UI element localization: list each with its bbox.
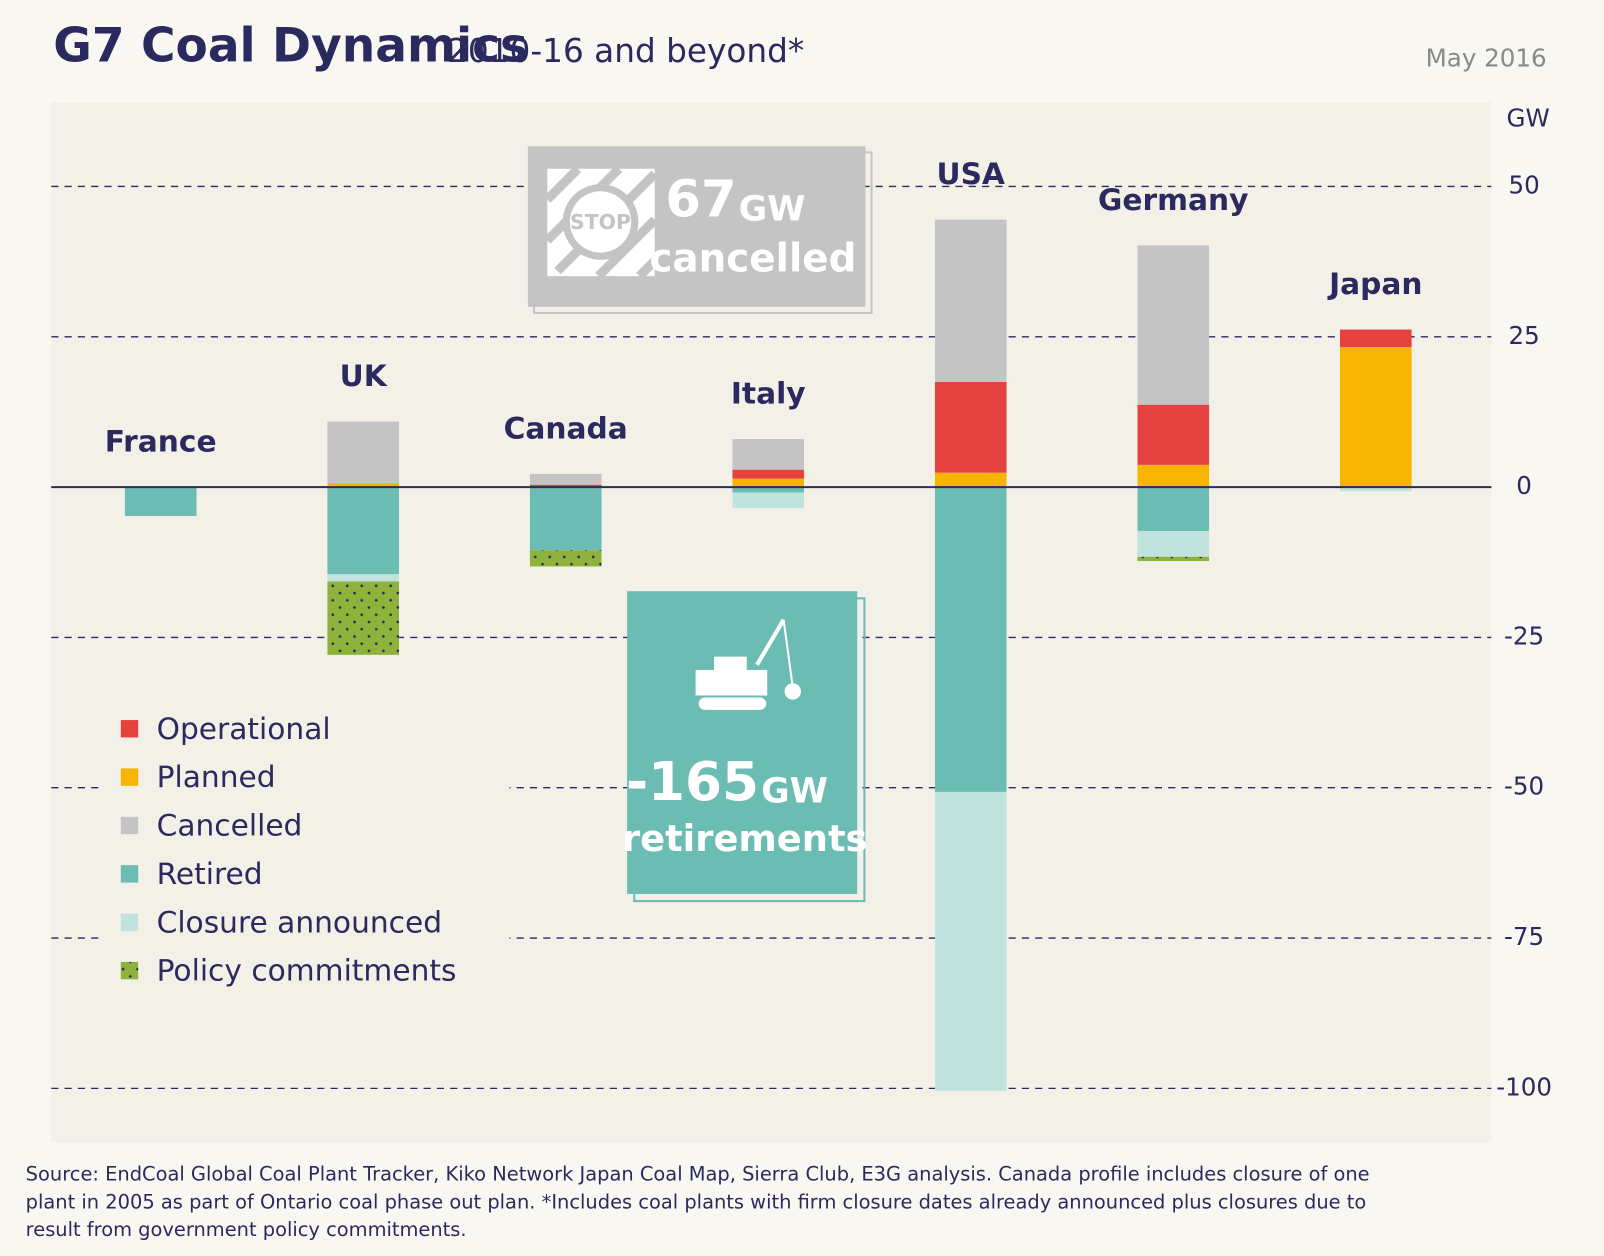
stop-icon-disc <box>569 191 632 253</box>
bar-segment <box>529 550 602 567</box>
legend-label: Planned <box>157 759 276 794</box>
retirements-annotation: -165 GW retirements <box>622 591 868 903</box>
stop-icon: STOP <box>544 165 658 280</box>
category-label: Germany <box>1098 182 1248 217</box>
legend-label: Operational <box>157 711 331 746</box>
bar-segment <box>1339 487 1412 492</box>
bar-segment <box>1137 464 1210 488</box>
bar-segment <box>1137 487 1210 531</box>
bar-segment <box>732 478 805 488</box>
bar-segment <box>1137 404 1210 465</box>
bar-segment <box>327 574 400 582</box>
legend-swatch <box>120 865 139 883</box>
bar-segment <box>934 381 1007 473</box>
y-tick-label: -100 <box>1496 1072 1552 1101</box>
bar-segment <box>732 492 805 509</box>
date: May 2016 <box>1426 43 1547 72</box>
legend-label: Cancelled <box>157 808 303 843</box>
category-label: Japan <box>1327 266 1422 301</box>
bar-segment <box>1137 530 1210 557</box>
source-line: Source: EndCoal Global Coal Plant Tracke… <box>26 1163 1370 1186</box>
chart-subtitle: 2010-16 and beyond* <box>447 32 804 70</box>
bar-segment <box>732 487 805 493</box>
bar-segment <box>732 438 805 470</box>
bar-segment <box>934 487 1007 792</box>
chart-title: G7 Coal Dynamics <box>53 19 528 74</box>
category-label: USA <box>937 156 1005 191</box>
y-tick-label: 25 <box>1508 321 1539 350</box>
bar-segment <box>327 421 400 483</box>
annotation-unit: GW <box>761 772 828 812</box>
legend-label: Policy commitments <box>157 953 457 988</box>
y-tick-label: -25 <box>1504 621 1544 650</box>
bar-segment <box>529 487 602 551</box>
category-label: France <box>105 424 217 459</box>
source-line: result from government policy commitment… <box>26 1218 467 1241</box>
bar-segment <box>934 219 1007 382</box>
annotation-label: cancelled <box>649 236 856 281</box>
annotation-label: retirements <box>622 817 868 860</box>
bar-segment <box>529 473 602 485</box>
annotation-box <box>627 591 858 894</box>
bar-segment <box>1339 346 1412 488</box>
bar-segment <box>934 791 1007 1091</box>
bar-segment <box>327 487 400 575</box>
crane-icon <box>695 618 801 710</box>
y-tick-label: -50 <box>1504 772 1544 801</box>
bar-segment <box>124 487 197 516</box>
legend-swatch <box>120 961 139 980</box>
legend-label: Closure announced <box>157 904 442 939</box>
legend-label: Retired <box>157 856 263 891</box>
bar-segment <box>732 469 805 479</box>
legend-swatch <box>120 816 139 835</box>
category-label: Italy <box>731 376 806 411</box>
source-line: plant in 2005 as part of Ontario coal ph… <box>26 1190 1367 1213</box>
annotation-value: -165 <box>626 751 759 813</box>
legend-background <box>102 703 510 996</box>
cancelled-annotation: STOP 67 GW cancelled <box>527 146 873 314</box>
category-label: UK <box>340 358 388 393</box>
bar-segment <box>1137 556 1210 562</box>
bar-segment <box>1339 329 1412 347</box>
legend-swatch <box>120 720 139 738</box>
bar-segment <box>529 484 602 488</box>
category-label: Canada <box>504 410 628 445</box>
y-axis-label: GW <box>1507 104 1550 133</box>
bar-segment <box>327 581 400 655</box>
y-tick-label: 50 <box>1508 170 1539 199</box>
legend-swatch <box>120 913 139 931</box>
y-tick-label: -75 <box>1504 922 1544 951</box>
y-tick-label: 0 <box>1516 471 1532 500</box>
legend-swatch <box>120 768 139 786</box>
bar-segment <box>934 472 1007 488</box>
annotation-value: 67 <box>665 171 736 230</box>
bar-segment <box>1137 245 1210 405</box>
annotation-unit: GW <box>739 190 806 230</box>
stop-icon-text: STOP <box>570 210 631 234</box>
bar-segment <box>327 482 400 488</box>
